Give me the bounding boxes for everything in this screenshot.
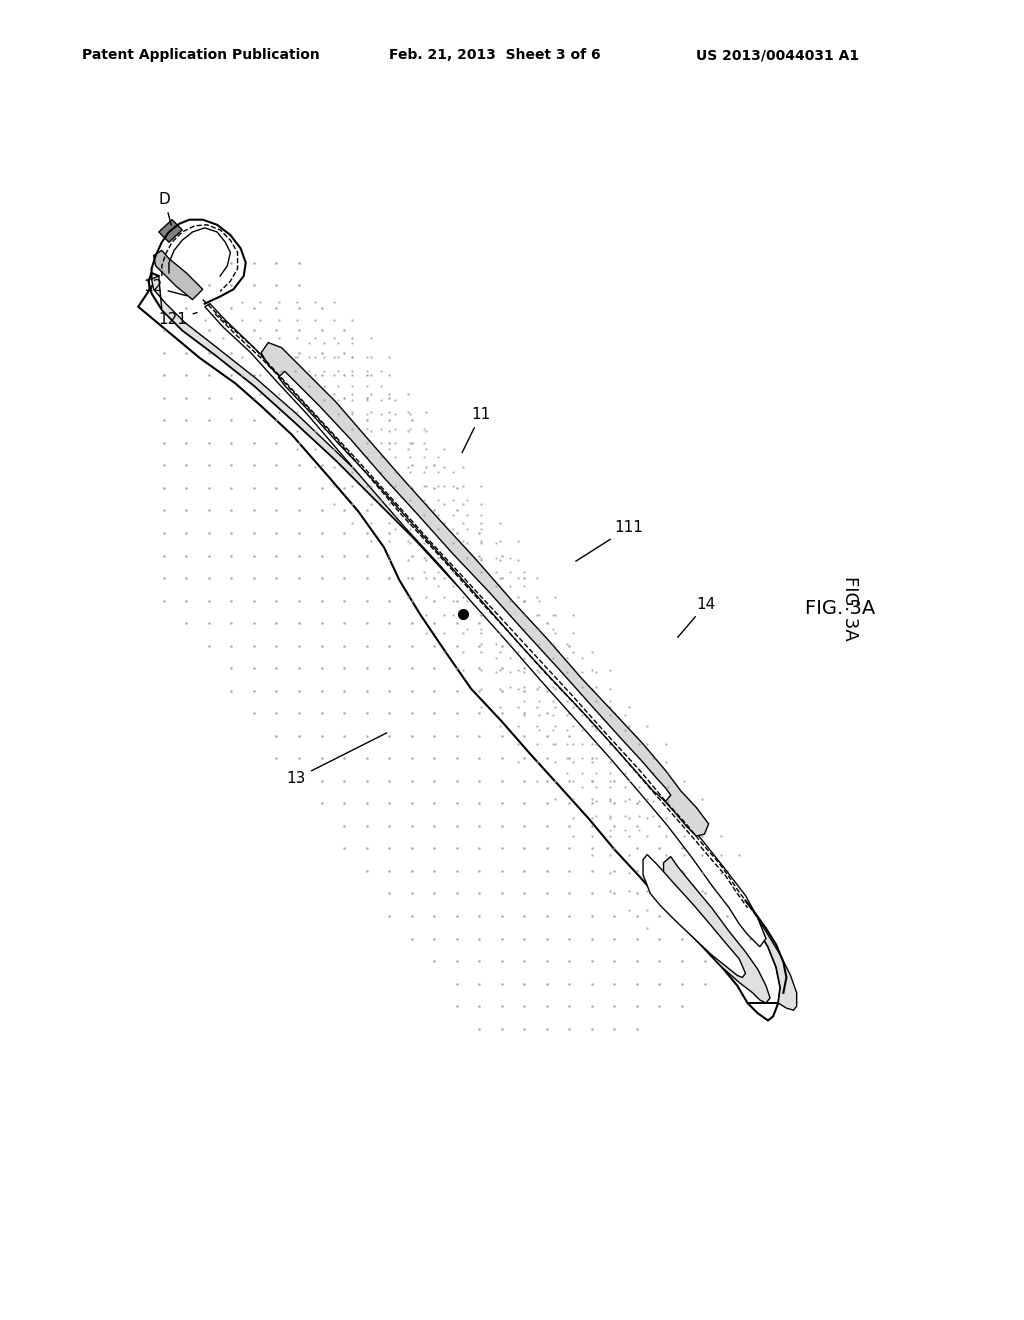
Text: US 2013/0044031 A1: US 2013/0044031 A1 — [696, 49, 859, 62]
Text: 14: 14 — [678, 597, 716, 638]
Polygon shape — [261, 343, 709, 836]
Polygon shape — [152, 276, 797, 1010]
Text: Patent Application Publication: Patent Application Publication — [82, 49, 319, 62]
Text: Feb. 21, 2013  Sheet 3 of 6: Feb. 21, 2013 Sheet 3 of 6 — [389, 49, 601, 62]
Text: FIG. 3A: FIG. 3A — [805, 599, 874, 618]
Text: 12: 12 — [143, 280, 186, 296]
Text: 13: 13 — [287, 733, 387, 785]
Text: 121: 121 — [159, 312, 197, 327]
Text: D: D — [159, 193, 171, 226]
Text: FIG. 3A: FIG. 3A — [841, 577, 859, 642]
Polygon shape — [159, 219, 182, 242]
Polygon shape — [205, 304, 766, 946]
Text: 111: 111 — [575, 520, 643, 561]
Polygon shape — [154, 251, 203, 300]
Text: 11: 11 — [462, 408, 490, 453]
Polygon shape — [279, 371, 671, 801]
Polygon shape — [664, 857, 770, 1003]
Polygon shape — [643, 854, 745, 977]
Polygon shape — [138, 273, 780, 1020]
